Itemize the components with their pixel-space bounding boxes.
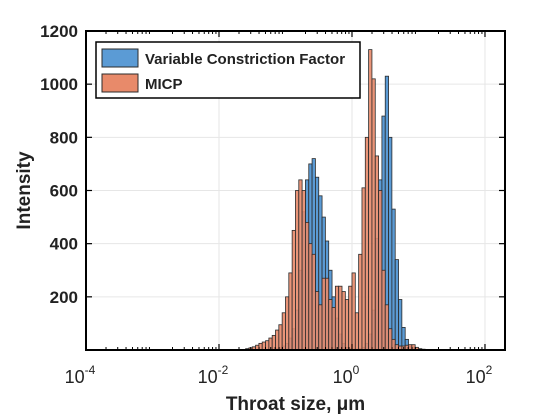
bar — [288, 272, 293, 351]
bar — [311, 253, 316, 351]
bar — [338, 285, 343, 351]
legend-box — [95, 41, 361, 99]
bar — [381, 269, 386, 351]
y-tick-label: 800 — [50, 128, 78, 147]
y-tick-label: 1000 — [40, 75, 78, 94]
y-axis-label: Intensity — [14, 151, 35, 230]
bar — [388, 136, 393, 351]
legend-swatch — [101, 73, 139, 93]
bar — [318, 304, 323, 351]
bar — [368, 49, 373, 351]
bar — [331, 307, 336, 351]
bar — [334, 285, 340, 351]
y-tick-label: 400 — [50, 235, 78, 254]
bar — [285, 296, 290, 351]
bar — [275, 329, 280, 351]
bar — [341, 291, 346, 351]
x-tick-exponent: -4 — [85, 363, 96, 377]
bar — [328, 299, 333, 351]
bar — [388, 328, 393, 351]
bar — [321, 277, 326, 351]
bar — [394, 259, 399, 351]
bar — [354, 312, 360, 351]
bar — [315, 291, 320, 351]
bar — [348, 285, 353, 351]
bar — [298, 179, 303, 351]
legend-label: Variable Constriction Factor — [145, 51, 345, 68]
x-tick-exponent: 0 — [353, 363, 360, 377]
bar — [308, 243, 313, 351]
bar — [398, 299, 403, 351]
bar — [351, 272, 356, 351]
legend: Variable Constriction Factor MICP — [95, 41, 361, 99]
legend-swatch — [101, 48, 139, 68]
bar — [324, 277, 330, 351]
bar — [305, 221, 310, 351]
x-tick-label: 10-4 — [65, 363, 96, 387]
bar — [361, 187, 366, 351]
x-tick-label: 10-2 — [198, 363, 229, 387]
bar — [364, 136, 370, 351]
x-tick-exponent: 2 — [486, 363, 493, 377]
bar — [374, 155, 379, 351]
bar — [295, 190, 300, 351]
bar — [371, 78, 376, 351]
bar — [281, 312, 286, 351]
bar — [301, 190, 306, 351]
bar — [265, 340, 270, 351]
x-axis-label: Throat size, μm — [226, 394, 365, 415]
y-tick-label: 600 — [50, 182, 78, 201]
bar — [378, 190, 383, 351]
legend-label: MICP — [145, 76, 183, 93]
bar — [291, 229, 296, 351]
bar — [358, 253, 363, 351]
x-tick-label: 102 — [466, 363, 493, 387]
x-tick-label: 100 — [333, 363, 360, 387]
y-tick-label: 200 — [50, 288, 78, 307]
bar — [391, 208, 396, 351]
bar — [344, 299, 350, 351]
y-tick-label: 1200 — [40, 22, 78, 41]
bar — [278, 324, 283, 351]
bar — [384, 304, 389, 351]
x-tick-exponent: -2 — [218, 363, 229, 377]
